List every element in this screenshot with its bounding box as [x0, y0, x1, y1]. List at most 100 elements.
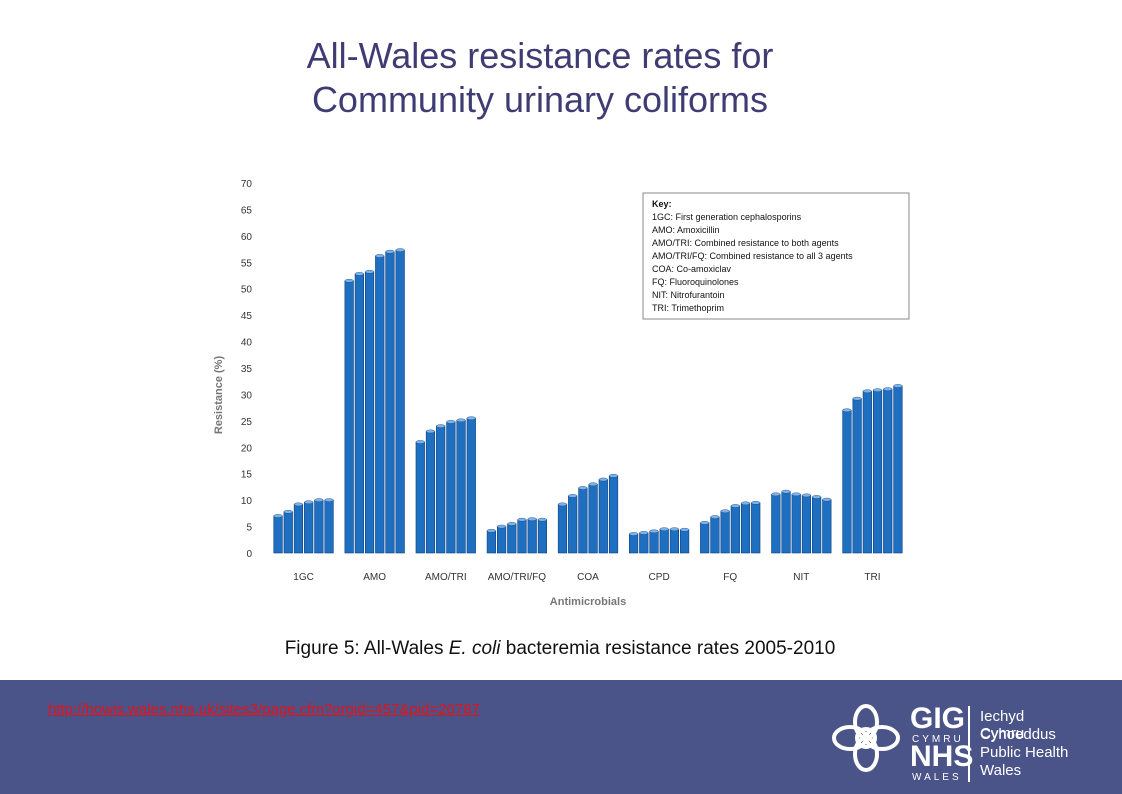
- bar: [496, 526, 507, 554]
- y-tick-label: 35: [241, 364, 253, 375]
- bar-cap: [700, 521, 710, 525]
- x-axis: 1GC AMO AMO/TRI AMO/TRI/FQ COA CPD FQ NIT TRI: [293, 572, 880, 583]
- y-tick-label: 5: [246, 523, 252, 534]
- bar-cap: [791, 492, 801, 497]
- bar: [344, 280, 354, 554]
- bar: [537, 519, 547, 554]
- x-tick-label: NIT: [793, 572, 809, 583]
- y-tick-label: 25: [241, 417, 253, 428]
- bar-cap: [629, 532, 639, 536]
- bar: [842, 409, 852, 554]
- bar-cap: [395, 248, 405, 252]
- bar-cap: [273, 514, 283, 518]
- bar: [608, 475, 619, 554]
- bar-cap: [497, 524, 507, 529]
- x-tick-label: FQ: [723, 572, 737, 583]
- key-line: TRI: Trimethoprim: [652, 303, 724, 313]
- bar-cap: [659, 527, 669, 532]
- x-tick-label: TRI: [864, 572, 880, 583]
- bar-cap: [578, 486, 588, 490]
- bar-cap: [751, 500, 761, 505]
- bar: [436, 425, 446, 554]
- bar: [364, 271, 375, 554]
- bar: [598, 479, 608, 554]
- bar-cap: [436, 424, 446, 428]
- key-title: Key:: [652, 199, 672, 209]
- figure-caption: Figure 5: All-Wales E. coli bacteremia r…: [150, 638, 970, 660]
- bar: [395, 249, 405, 554]
- bar: [883, 388, 893, 554]
- y-tick-label: 30: [241, 390, 253, 401]
- bar-cap: [293, 502, 303, 507]
- bar: [304, 501, 314, 554]
- x-tick-label: COA: [577, 572, 599, 583]
- bar-cap: [486, 528, 496, 533]
- key-line: COA: Co-amoxiclav: [652, 264, 732, 274]
- bar: [517, 519, 527, 554]
- logo-text-line-3: Public Health: [980, 744, 1069, 761]
- bar-cap: [873, 388, 883, 392]
- bar-cap: [527, 517, 537, 521]
- bar: [862, 390, 872, 554]
- bar: [629, 533, 639, 554]
- bar: [771, 494, 781, 554]
- key-line: FQ: Fluoroquinolones: [652, 277, 739, 287]
- bar-cap: [568, 494, 578, 498]
- bar-cap: [415, 440, 425, 444]
- slide-title-line-2: Community urinary coliforms: [311, 79, 769, 120]
- bar-cap: [741, 501, 751, 506]
- bar-cap: [669, 527, 679, 532]
- bar-series: [273, 248, 903, 554]
- bar-cap: [304, 500, 314, 505]
- bar-cap: [558, 502, 568, 507]
- bar-cap: [375, 254, 385, 258]
- source-link[interactable]: http://howis.wales.nhs.uk/sites3/page.cf…: [48, 701, 480, 718]
- x-tick-label: AMO/TRI: [425, 572, 467, 583]
- x-tick-label: AMO/TRI/FQ: [488, 572, 547, 583]
- logo-text-line-2: Cymru: [980, 725, 1025, 742]
- bar: [710, 516, 720, 554]
- bar: [852, 398, 862, 554]
- bar-cap: [883, 387, 893, 391]
- bar-cap: [649, 529, 659, 534]
- bar: [578, 487, 588, 554]
- bar-cap: [365, 270, 375, 274]
- bar-cap: [456, 418, 466, 423]
- bar-cap: [314, 498, 324, 502]
- y-tick-label: 55: [241, 258, 253, 269]
- celtic-knot-icon: [832, 704, 900, 772]
- public-health-wales-logo: GIG CYMRU NHS WALES Iechyd Cyhoeddus Cym…: [828, 696, 1098, 783]
- y-tick-label: 10: [241, 496, 253, 507]
- bar: [680, 529, 690, 554]
- y-tick-label: 0: [246, 549, 252, 560]
- bar: [893, 385, 903, 554]
- resistance-bar-chart: 0 5 10 15 20 25 30 35 40 45 50 55 60 65 70 1GC AMO AMO/T…: [213, 179, 910, 608]
- bar-cap: [385, 249, 395, 254]
- bar-cap: [517, 517, 527, 522]
- bar: [486, 530, 496, 554]
- bar: [507, 523, 517, 554]
- bar-cap: [598, 477, 608, 482]
- key-line: AMO/TRI/FQ: Combined resistance to all 3…: [652, 251, 853, 261]
- bar: [415, 441, 425, 554]
- bar-cap: [609, 474, 619, 478]
- bar: [283, 511, 293, 554]
- bar: [354, 273, 364, 554]
- key-line: AMO: Amoxicillin: [652, 225, 720, 235]
- x-tick-label: AMO: [363, 572, 386, 583]
- bar: [293, 504, 304, 554]
- caption-suffix: bacteremia resistance rates 2005-2010: [500, 638, 836, 659]
- y-axis: 0 5 10 15 20 25 30 35 40 45 50 55 60 65 70: [241, 179, 253, 560]
- bar: [730, 505, 740, 554]
- bar-cap: [537, 517, 547, 522]
- bar-cap: [862, 389, 872, 394]
- slide-title: All-Wales resistance rates for Community…: [180, 34, 900, 122]
- y-tick-label: 45: [241, 311, 253, 322]
- caption-prefix: Figure 5: All-Wales: [284, 638, 449, 659]
- footer-bar: http://howis.wales.nhs.uk/sites3/page.cf…: [0, 680, 1122, 794]
- bar-cap: [680, 527, 690, 532]
- bar-cap: [710, 515, 720, 519]
- bar: [324, 499, 334, 554]
- bar: [720, 510, 730, 554]
- bar-cap: [852, 396, 862, 401]
